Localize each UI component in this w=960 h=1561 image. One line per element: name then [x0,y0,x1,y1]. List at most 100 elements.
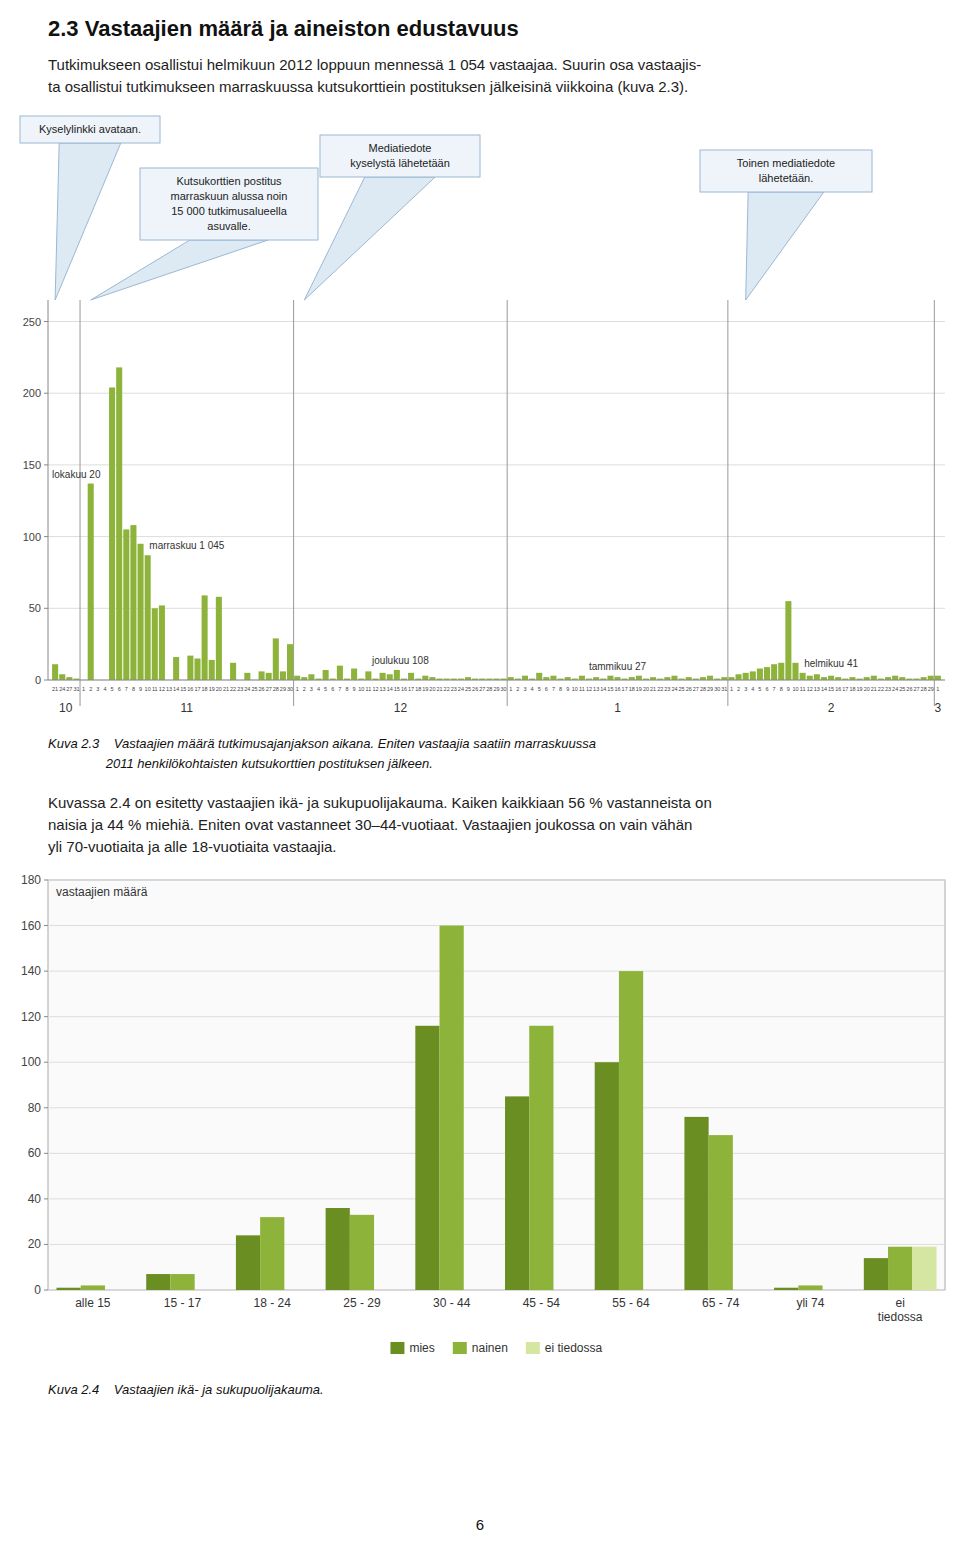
bar [464,1290,488,1291]
legend-swatch [526,1342,540,1354]
legend-swatch [390,1342,404,1354]
x-tick-label: 15 [180,686,186,692]
x-tick-label: 20 [429,686,435,692]
callout-box [140,168,318,240]
bar [387,674,393,680]
x-tick-label: 13 [166,686,172,692]
bar [736,674,742,680]
x-tick-label: 25 [465,686,471,692]
caption-line: Kuva 2.4 Vastaajien ikä- ja sukupuolijak… [48,1382,324,1397]
y-tick [44,1107,48,1108]
x-tick-label: 16 [835,686,841,692]
y-tick [44,608,48,609]
legend: miesnainenei tiedossa [390,1341,602,1355]
y-tick-label: 140 [21,964,41,978]
month-separator [507,300,508,706]
x-tick-label: 2 [516,686,519,692]
x-tick-label: 2 [303,686,306,692]
x-tick-label: 27 [266,686,272,692]
bar [785,601,791,680]
x-tick-label: 29 [280,686,286,692]
x-tick-label: 12 [807,686,813,692]
bar [59,674,65,680]
text-line: Kutsukorttien postitus [176,175,282,187]
bar [350,1215,374,1290]
text-line: alle 15 [75,1296,111,1310]
bar [814,674,820,680]
x-tick-label: 19 [209,686,215,692]
bar [259,671,265,680]
grid-line [48,1153,945,1154]
bar [159,605,165,680]
grid-line [48,1244,945,1245]
y-tick-label: 60 [28,1146,42,1160]
bar [750,671,756,680]
text-line: 25 - 29 [343,1296,381,1310]
x-tick-label: 27 [913,686,919,692]
x-tick-label: 5 [324,686,327,692]
x-tick-label: 31 [73,686,79,692]
x-tick-label: 3 [310,686,313,692]
x-tick-label: 25 [679,686,685,692]
x-tick-label: 30 [501,686,507,692]
grid-line [48,608,945,609]
bar [170,1274,194,1290]
x-tick-label: 8 [780,686,783,692]
callout-pointer [304,177,435,300]
x-tick-label: 30 [287,686,293,692]
x-tick-label: 23 [885,686,891,692]
bar [871,676,877,680]
x-tick-label: 27 [693,686,699,692]
x-tick-label: 5 [758,686,761,692]
bar [408,673,414,680]
bar [636,676,642,680]
x-tick-label: 10 [358,686,364,692]
x-tick-label: 13 [380,686,386,692]
text-line: kyselystä lähetetään [350,157,450,169]
x-tick-label: 30 - 44 [433,1296,471,1310]
month-label: 12 [394,701,408,715]
x-tick-label: 8 [559,686,562,692]
y-tick-label: 20 [28,1237,42,1251]
bar [365,671,371,680]
x-tick-label: 28 [273,686,279,692]
text-line: Kyselylinkki avataan. [39,123,141,135]
x-tick-label: 22 [444,686,450,692]
month-label: 10 [59,701,73,715]
bar [280,671,286,680]
y-tick-label: 80 [28,1101,42,1115]
text-line: 18 - 24 [254,1296,292,1310]
x-tick-label: 10 [145,686,151,692]
callouts: Kyselylinkki avataan. Kutsukorttien posti… [20,116,872,300]
bar [643,1290,667,1291]
x-tick-label: 4 [317,686,320,692]
month-label: 3 [935,701,942,715]
y-tick-label: 250 [23,316,41,328]
x-tick-label: 6 [331,686,334,692]
caption-line: 2011 henkilökohtaisten kutsukorttien pos… [48,756,433,771]
x-tick-label: 17 [408,686,414,692]
x-tick-label: 26 [906,686,912,692]
text-line: 15 - 17 [164,1296,202,1310]
callout-box [20,116,160,143]
x-tick-label: 22 [230,686,236,692]
x-tick-label: 24 [458,686,464,692]
bar [935,676,941,680]
x-tick-label: 9 [787,686,790,692]
x-tick-label: 25 - 29 [343,1296,381,1310]
x-tick-label: 14 [821,686,827,692]
x-tick-label: alle 15 [75,1296,111,1310]
paragraph-line: ta osallistui tutkimukseen marraskuussa … [48,78,688,95]
x-tick-label: 15 - 17 [164,1296,202,1310]
bar [337,666,343,680]
x-tick-label: 45 - 54 [523,1296,561,1310]
page-title: 2.3 Vastaajien määrä ja aineiston edusta… [48,16,519,41]
text-line: Toinen mediatiedote [737,157,835,169]
x-tick-label: 22 [878,686,884,692]
x-tick-label: 7 [338,686,341,692]
x-tick-label: 3 [96,686,99,692]
bar [550,676,556,680]
bar [733,1290,757,1291]
x-tick-label: 1 [936,686,939,692]
x-tick-label: 20 [643,686,649,692]
